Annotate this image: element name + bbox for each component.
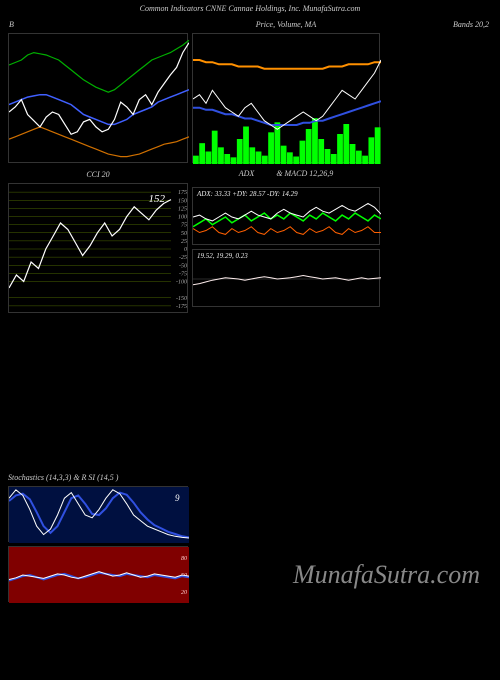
- svg-text:100: 100: [178, 215, 187, 221]
- bollinger-title-left: B: [9, 20, 187, 29]
- rsi-panel: 805020: [8, 546, 188, 602]
- svg-text:125: 125: [178, 206, 187, 212]
- adx-title: ADX: [239, 169, 255, 178]
- adx-label: ADX: 33.33 +DY: 28.57 -DY: 14.29: [197, 190, 298, 198]
- svg-text:150: 150: [178, 198, 187, 204]
- svg-text:-25: -25: [179, 255, 187, 261]
- svg-text:-150: -150: [176, 296, 187, 302]
- svg-text:152: 152: [149, 193, 166, 205]
- svg-text:25: 25: [181, 239, 187, 245]
- svg-text:-50: -50: [179, 263, 187, 269]
- macd-title-right: & MACD 12,26,9: [276, 169, 333, 178]
- svg-text:75: 75: [181, 223, 187, 229]
- cci-title: CCI 20: [9, 170, 187, 179]
- macd-panel: 19.52, 19.29, 0.23: [192, 249, 380, 307]
- svg-text:-75: -75: [179, 271, 187, 277]
- bands-title-right: Bands 20,2: [379, 20, 489, 29]
- price-title-center: Price, Volume, MA: [193, 20, 379, 29]
- stoch-panel: 9: [8, 486, 188, 542]
- cci-panel: CCI 20 1751501251007550250-25-50-75-100-…: [8, 183, 188, 313]
- svg-text:80: 80: [181, 556, 187, 562]
- svg-text:20: 20: [181, 590, 187, 596]
- svg-text:0: 0: [184, 247, 187, 253]
- svg-text:-175: -175: [176, 304, 187, 310]
- watermark: MunafaSutra.com: [293, 560, 480, 590]
- svg-text:9: 9: [175, 493, 180, 503]
- svg-text:175: 175: [178, 190, 187, 196]
- svg-text:50: 50: [181, 231, 187, 237]
- price-volume-panel: Price, Volume, MA Bands 20,2: [192, 33, 380, 163]
- stoch-title: Stochastics (14,3,3) & R SI (14,5 ): [8, 473, 492, 482]
- svg-text:-100: -100: [176, 280, 187, 286]
- macd-label: 19.52, 19.29, 0.23: [197, 252, 248, 260]
- bollinger-panel: B: [8, 33, 188, 163]
- adx-panel: ADX: 33.33 +DY: 28.57 -DY: 14.29: [192, 187, 380, 245]
- page-header: Common Indicators CNNE Cannae Holdings, …: [0, 0, 500, 17]
